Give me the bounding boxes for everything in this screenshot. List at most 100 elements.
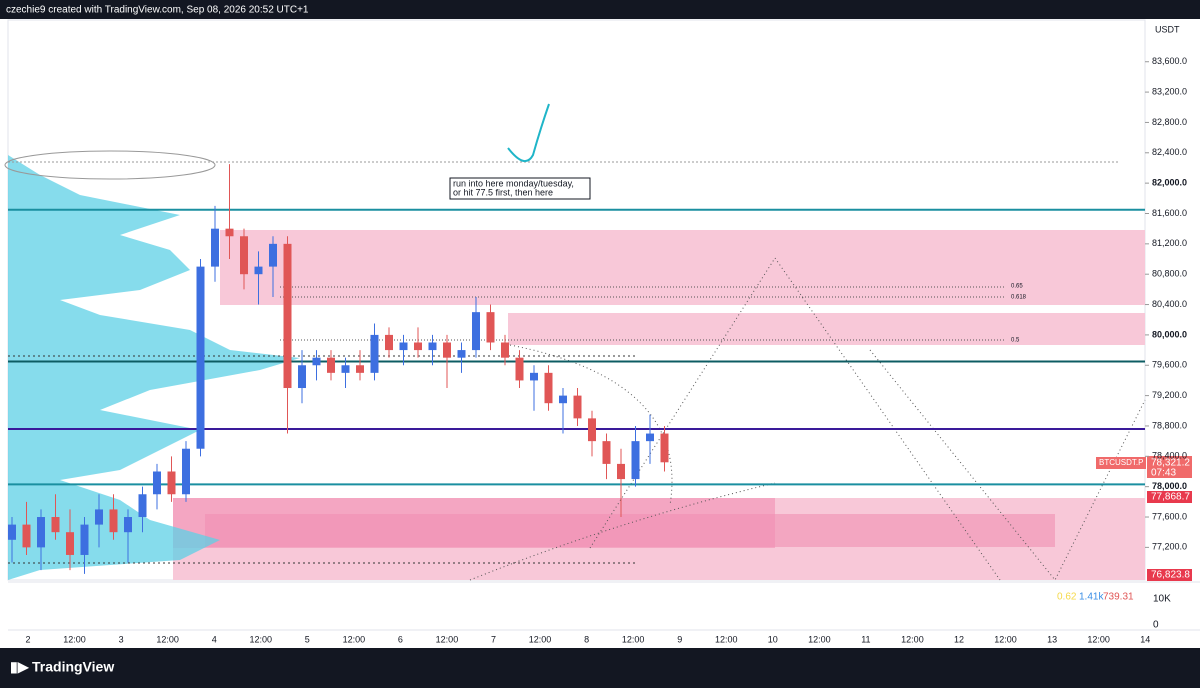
fib-label: 0.618 <box>1011 295 1027 301</box>
x-tick-label: 12:00 <box>156 634 179 644</box>
x-tick-label: 2 <box>25 634 30 644</box>
candle-body <box>515 357 524 381</box>
x-tick-label: 12:00 <box>529 634 552 644</box>
tag-countdown: 07:43 <box>1151 468 1176 479</box>
marks <box>8 164 1145 574</box>
x-tick-label: 4 <box>212 634 217 644</box>
y-tick-label: 80,800.0 <box>1152 269 1187 279</box>
fib-label: 0.5 <box>1011 338 1020 344</box>
candle-body <box>414 342 422 351</box>
candle-body <box>51 517 60 533</box>
candle-body <box>428 342 437 351</box>
candle-body <box>588 418 596 442</box>
y-tick-label: 83,600.0 <box>1152 56 1187 66</box>
y-tick-label: 79,600.0 <box>1152 360 1187 370</box>
candle-body <box>109 509 118 533</box>
candle-body <box>443 342 451 358</box>
candle-body <box>182 448 190 495</box>
candle-body <box>573 395 582 419</box>
y-tick-label: 79,200.0 <box>1152 390 1187 400</box>
y-tick-label: 78,400.0 <box>1152 451 1187 461</box>
x-tick-label: 12:00 <box>994 634 1017 644</box>
annotation-box <box>449 177 591 200</box>
candle-body <box>631 441 640 480</box>
tag-level: 76,823.8 <box>1151 570 1190 581</box>
candle-body <box>211 228 219 267</box>
candle-body <box>138 494 147 518</box>
candle-body <box>370 334 379 373</box>
candle-body <box>501 342 509 358</box>
candle-body <box>399 342 408 351</box>
top-bar <box>0 0 1200 19</box>
x-tick-label: 6 <box>398 634 403 644</box>
candle-body <box>283 243 292 389</box>
candle-body <box>66 532 74 555</box>
candle-body <box>312 357 321 366</box>
annotation: run into here monday/tuesday, <box>453 178 574 188</box>
y-tick-label: 83,200.0 <box>1152 86 1187 96</box>
tag <box>1147 456 1192 478</box>
y-tick-label: 81,200.0 <box>1152 238 1187 248</box>
x-tick-label: 12:00 <box>715 634 738 644</box>
candle-body <box>8 524 16 540</box>
candle-body <box>22 524 31 548</box>
candle-body <box>95 509 103 525</box>
candle-body <box>385 334 393 351</box>
x-tick-label: 9 <box>677 634 682 644</box>
x-tick-label: 12:00 <box>343 634 366 644</box>
tag <box>1096 457 1146 469</box>
footer-logo: TradingView <box>32 659 114 675</box>
x-tick-label: 12 <box>954 634 964 644</box>
x-tick-label: 12:00 <box>622 634 645 644</box>
y-tick-label: 80,400.0 <box>1152 299 1187 309</box>
candle-body <box>153 471 161 495</box>
x-tick-label: 12:00 <box>63 634 86 644</box>
x-tick-label: 10 <box>768 634 778 644</box>
candle-body <box>472 312 480 351</box>
ellipse-drawing <box>4 150 216 180</box>
candle-body <box>298 365 306 389</box>
volume-stat: 739.31 <box>1103 592 1134 603</box>
candle-body <box>602 441 611 464</box>
tag-symbol: BTCUSDT.P <box>1099 458 1143 467</box>
candle-body <box>80 524 89 555</box>
x-tick-label: 12:00 <box>1087 634 1110 644</box>
candle-body <box>341 365 350 373</box>
y-tick-label: 80,000.0 <box>1152 329 1187 339</box>
y-tick-label: 77,200.0 <box>1152 542 1187 552</box>
x-tick-label: 14 <box>1140 634 1150 644</box>
tag-level: 77,868.7 <box>1151 492 1190 503</box>
y-tick-label: 82,400.0 <box>1152 147 1187 157</box>
x-tick-label: 11 <box>861 634 870 644</box>
volume-tick: 10K <box>1153 594 1171 605</box>
x-tick-label: 3 <box>119 634 124 644</box>
y-tick-label: 82,000.0 <box>1152 178 1187 188</box>
candle-body <box>167 471 176 495</box>
candle-body <box>254 266 263 275</box>
volume-tick: 0 <box>1153 620 1159 631</box>
volume-stat: 1.41k <box>1079 592 1104 603</box>
candle-body <box>530 372 538 381</box>
x-tick-label: 12:00 <box>249 634 272 644</box>
logo-mark: ▮▶ <box>10 659 30 675</box>
annotation: or hit 77.5 first, then here <box>453 187 553 197</box>
candle-body <box>37 517 45 548</box>
fib-label: 0.65 <box>1011 284 1023 290</box>
y-tick-label: 77,600.0 <box>1152 511 1187 521</box>
y-tick-label: 78,800.0 <box>1152 420 1187 430</box>
x-tick-label: 12:00 <box>901 634 924 644</box>
candle-body <box>660 433 669 463</box>
candle-body <box>486 312 495 343</box>
candle-body <box>356 365 364 373</box>
volume-profile <box>8 155 300 580</box>
tag <box>1147 491 1192 503</box>
y-tick-label: 81,600.0 <box>1152 208 1187 218</box>
tag <box>1147 569 1192 581</box>
currency: USDT <box>1155 24 1180 34</box>
tag-last: 78,321.2 <box>1151 458 1190 469</box>
zone <box>220 230 1145 305</box>
candle-body <box>457 350 466 358</box>
x-tick-label: 13 <box>1047 634 1057 644</box>
